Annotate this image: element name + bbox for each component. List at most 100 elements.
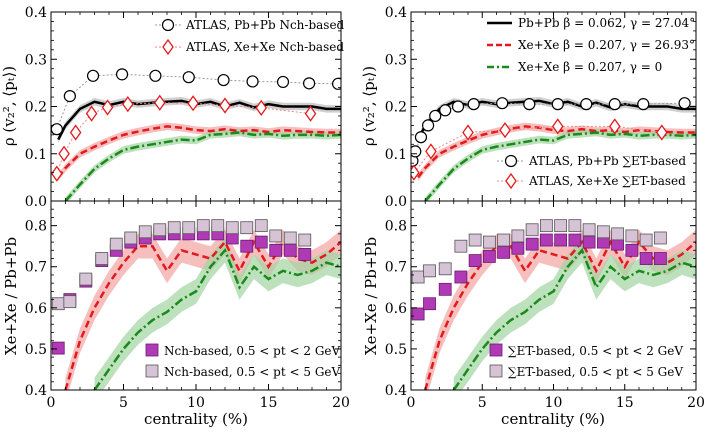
- y-axis-label-bottom-left: Xe+Xe / Pb+Pb: [2, 237, 20, 355]
- data-point-bottom-right-3-2: [438, 262, 452, 276]
- legend-bottom-left: Nch-based, 0.5 < pt < 2 GeV Nch-based, 0…: [145, 343, 341, 379]
- panel-bottom-right: [411, 219, 696, 390]
- data-point-top-right-0-7: [467, 98, 480, 111]
- legend-label-atlas-pbpb: ATLAS, Pb+Pb Nch-based: [185, 18, 345, 32]
- data-point-top-left-1-8: [219, 97, 231, 114]
- data-point-top-left-0-7: [246, 75, 259, 88]
- data-point-top-right-0-13: [637, 98, 650, 111]
- data-point-top-left-1-9: [255, 99, 268, 117]
- data-point-top-right-1-1: [425, 143, 437, 160]
- xtick-label-bottom-left-3: 15: [260, 395, 278, 411]
- ytick-label-bottom-right-2: 0.6: [385, 301, 407, 317]
- data-point-bottom-right-3-14: [611, 227, 625, 241]
- data-point-bottom-right-3-9: [539, 219, 553, 233]
- ytick-label-top-left-3: 0.3: [25, 52, 47, 68]
- data-point-bottom-left-3-11: [211, 219, 225, 233]
- data-point-bottom-left-3-4: [109, 237, 123, 251]
- y-axis-label-top-left: ρ (v₂², ⟨pₜ⟩): [0, 66, 18, 146]
- ytick-label-top-left-1: 0.1: [25, 147, 47, 163]
- band-bottom-left-1: [94, 237, 341, 390]
- marker-guide-top-left-1: [56, 102, 311, 174]
- data-point-top-right-1-5: [608, 118, 621, 135]
- data-point-bottom-right-3-0: [411, 270, 425, 284]
- panel-top-left: [51, 68, 341, 201]
- data-point-top-right-0-9: [523, 98, 536, 111]
- data-point-top-right-1-2: [462, 124, 474, 141]
- marker-guide-top-left-0: [56, 73, 339, 130]
- data-point-top-left-1-0: [51, 165, 63, 182]
- data-point-bottom-left-3-6: [138, 225, 152, 239]
- y-axis-label-top-right: ρ (v₂², ⟨pₜ⟩): [360, 66, 378, 146]
- ytick-label-top-left-0: 0.0: [25, 194, 47, 210]
- legend-label-atlas-pbpb-et: ATLAS, Pb+Pb ∑ET-based: [528, 154, 686, 168]
- xtick-label-bottom-left-2: 10: [187, 395, 205, 411]
- x-axis-label-right: centrality (%): [501, 410, 605, 428]
- data-point-top-left-1-5: [122, 96, 134, 113]
- data-point-bottom-right-3-1: [423, 264, 436, 278]
- data-point-top-right-0-2: [414, 131, 428, 144]
- legend-label-atlas-xexe-et: ATLAS, Xe+Xe ∑ET-based: [528, 174, 686, 188]
- data-point-bottom-right-2-16: [639, 252, 653, 265]
- data-point-bottom-left-3-7: [153, 223, 167, 237]
- data-point-bottom-right-3-15: [625, 229, 639, 243]
- data-point-top-left-0-6: [217, 73, 230, 87]
- ytick-label-top-right-2: 0.2: [385, 100, 407, 116]
- ytick-label-bottom-right-3: 0.7: [385, 260, 407, 276]
- ytick-label-top-left-4: 0.4: [25, 5, 47, 21]
- chart-content: [51, 68, 696, 390]
- data-point-bottom-right-2-9: [539, 233, 553, 247]
- data-point-top-left-0-9: [303, 77, 316, 90]
- axis-ticks: 0.0 0.1 0.2 0.3 0.4 0.0 0.1 0.2 0.3 0.4 0.4 0.5 0.6 0…: [25, 5, 705, 411]
- data-point-top-left-1-6: [153, 94, 166, 111]
- data-point-top-left-0-3: [115, 68, 129, 81]
- data-point-bottom-left-3-16: [283, 231, 297, 245]
- data-point-bottom-left-3-15: [269, 229, 283, 243]
- legend-bottom-right: ∑ET-based, 0.5 < pt < 2 GeV ∑ET-based, 0…: [489, 343, 683, 379]
- ytick-label-bottom-left-2: 0.6: [25, 301, 47, 317]
- legend-circle-marker-et: [504, 154, 518, 168]
- data-point-top-left-1-7: [187, 95, 199, 112]
- data-point-bottom-right-2-11: [568, 233, 582, 247]
- ytick-label-bottom-left-1: 0.5: [25, 342, 47, 358]
- ytick-label-top-left-2: 0.2: [25, 100, 47, 116]
- series-line-bottom-right-1: [452, 247, 696, 390]
- legend-label-pbpb-model: Pb+Pb β = 0.062, γ = 27.04°: [518, 16, 695, 30]
- ytick-label-bottom-left-4: 0.8: [25, 219, 47, 235]
- xtick-label-bottom-left-0: 0: [47, 395, 56, 411]
- ytick-label-top-right-0: 0.0: [385, 194, 407, 210]
- data-point-bottom-left-3-17: [298, 233, 312, 247]
- legend-label-xexe-model: Xe+Xe β = 0.207, γ = 26.93°: [518, 38, 695, 52]
- data-point-bottom-right-2-5: [482, 250, 496, 263]
- data-point-bottom-left-3-1: [63, 295, 77, 309]
- data-point-bottom-left-3-8: [167, 221, 181, 235]
- xtick-label-bottom-right-1: 5: [478, 395, 487, 411]
- data-point-bottom-left-2-14: [254, 235, 268, 249]
- data-point-bottom-right-2-10: [554, 233, 568, 247]
- panel-bottom-left: [51, 219, 341, 390]
- data-point-bottom-right-2-15: [625, 243, 639, 257]
- data-point-bottom-left-3-13: [240, 221, 254, 235]
- data-point-bottom-right-3-8: [525, 223, 539, 237]
- data-point-top-left-0-8: [276, 75, 290, 89]
- data-point-bottom-right-3-10: [554, 219, 568, 233]
- data-point-top-right-0-4: [429, 109, 442, 123]
- ytick-label-bottom-left-3: 0.7: [25, 260, 47, 276]
- data-point-top-right-0-10: [551, 98, 564, 111]
- data-point-top-left-0-4: [149, 69, 162, 82]
- data-point-bottom-right-2-0: [411, 307, 425, 321]
- data-point-top-left-1-2: [69, 124, 82, 141]
- xtick-label-bottom-left-4: 20: [332, 395, 350, 411]
- data-point-bottom-left-3-14: [254, 219, 268, 233]
- xtick-label-bottom-right-3: 15: [616, 395, 634, 411]
- data-point-bottom-left-3-2: [79, 272, 93, 286]
- data-point-bottom-left-2-16: [283, 243, 297, 257]
- data-point-bottom-right-3-13: [596, 225, 610, 239]
- data-point-top-right-0-3: [422, 119, 435, 132]
- data-point-bottom-right-2-4: [468, 254, 482, 267]
- legend-label-atlas-xexe: ATLAS, Xe+Xe Nch-based: [185, 40, 344, 54]
- data-point-bottom-left-3-10: [196, 219, 210, 233]
- data-point-bottom-right-2-17: [653, 252, 667, 265]
- band-top-left-2: [58, 97, 341, 144]
- data-point-bottom-right-3-16: [639, 233, 653, 247]
